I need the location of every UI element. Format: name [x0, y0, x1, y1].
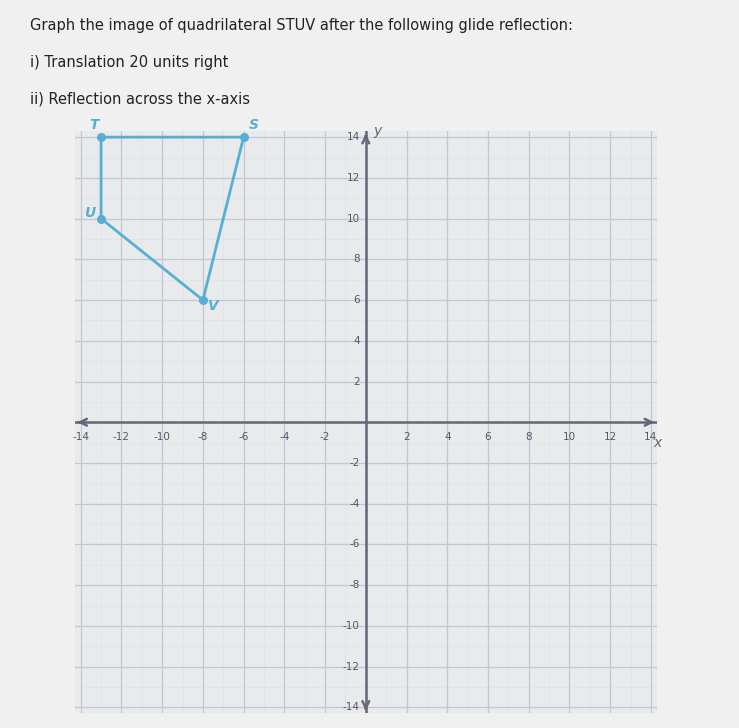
Text: -14: -14: [343, 703, 360, 712]
Text: ii) Reflection across the x-axis: ii) Reflection across the x-axis: [30, 91, 250, 106]
Text: 10: 10: [347, 213, 360, 223]
Text: y: y: [373, 124, 381, 138]
Text: 4: 4: [444, 432, 451, 443]
Text: -12: -12: [343, 662, 360, 672]
Text: T: T: [89, 118, 98, 132]
Text: 12: 12: [604, 432, 617, 443]
Text: 14: 14: [644, 432, 658, 443]
Text: 4: 4: [353, 336, 360, 346]
Text: 6: 6: [485, 432, 491, 443]
Text: 10: 10: [563, 432, 576, 443]
Text: -4: -4: [279, 432, 290, 443]
Text: 6: 6: [353, 295, 360, 305]
Text: 2: 2: [403, 432, 410, 443]
Text: -2: -2: [320, 432, 330, 443]
Text: -8: -8: [350, 580, 360, 590]
Text: -4: -4: [350, 499, 360, 509]
Text: 2: 2: [353, 376, 360, 387]
Text: -12: -12: [113, 432, 130, 443]
Text: S: S: [249, 118, 259, 132]
Text: 12: 12: [347, 173, 360, 183]
Text: -8: -8: [198, 432, 208, 443]
Text: U: U: [84, 205, 95, 220]
Text: x: x: [653, 437, 661, 451]
Text: Graph the image of quadrilateral STUV after the following glide reflection:: Graph the image of quadrilateral STUV af…: [30, 18, 573, 33]
Text: -10: -10: [154, 432, 171, 443]
Text: -14: -14: [72, 432, 89, 443]
Text: 14: 14: [347, 132, 360, 142]
Text: -6: -6: [350, 539, 360, 550]
Text: -2: -2: [350, 458, 360, 468]
Text: 8: 8: [353, 254, 360, 264]
Text: -10: -10: [343, 621, 360, 631]
Text: 8: 8: [525, 432, 532, 443]
Text: i) Translation 20 units right: i) Translation 20 units right: [30, 55, 228, 70]
Text: -6: -6: [239, 432, 249, 443]
Text: V: V: [208, 299, 219, 313]
